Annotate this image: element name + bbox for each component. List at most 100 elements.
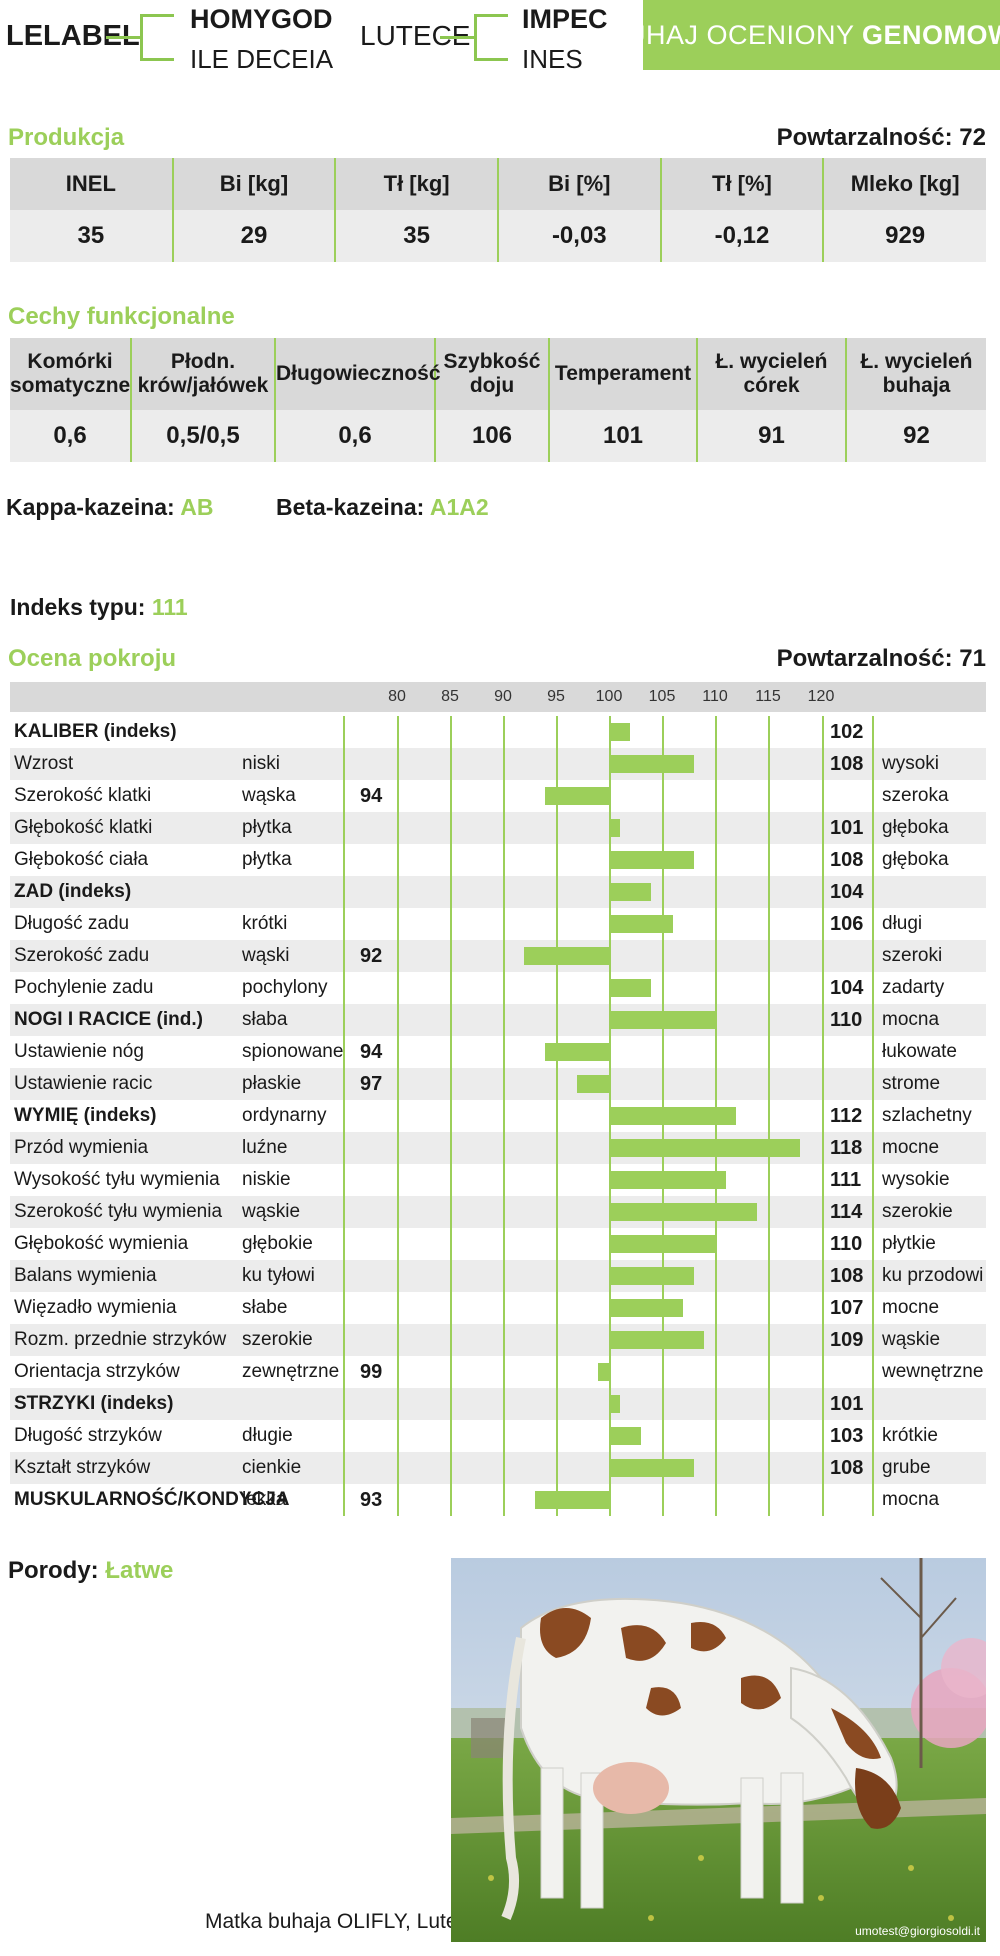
trait-low-label: płaskie xyxy=(242,1073,302,1094)
trait-value: 101 xyxy=(830,817,864,839)
chart-header-strip xyxy=(10,682,986,712)
trait-bar xyxy=(609,1459,694,1477)
trait-name: Głębokość klatki xyxy=(14,817,153,838)
axis-tick-label: 115 xyxy=(755,688,781,705)
production-value: 929 xyxy=(822,210,986,262)
grid-line xyxy=(503,716,505,1516)
trait-low-label: słaba xyxy=(242,1009,288,1030)
trait-low-label: płytka xyxy=(242,817,292,838)
pedigree-connector xyxy=(440,36,474,39)
trait-high-label: wąskie xyxy=(882,1329,941,1350)
trait-bar xyxy=(609,1267,694,1285)
trait-name: Wzrost xyxy=(14,753,74,774)
trait-name: Szerokość tyłu wymienia xyxy=(14,1201,223,1222)
trait-name: Wysokość tyłu wymienia xyxy=(14,1169,220,1190)
trait-value: 107 xyxy=(830,1297,864,1319)
production-value: 29 xyxy=(171,210,336,262)
production-header: Tł [kg] xyxy=(334,158,498,210)
type-index: Indeks typu: 111 xyxy=(10,594,188,621)
axis-tick-label: 90 xyxy=(494,688,512,705)
production-header: Bi [%] xyxy=(496,158,661,210)
trait-value: 110 xyxy=(830,1233,863,1255)
trait-value: 108 xyxy=(830,1457,864,1479)
trait-name: Szerokość zadu xyxy=(14,945,150,966)
grid-line xyxy=(822,716,824,1516)
trait-high-label: wysokie xyxy=(882,1169,950,1190)
trait-low-label: spionowane xyxy=(242,1041,344,1062)
trait-high-label: grube xyxy=(882,1457,931,1478)
functional-title: Cechy funkcjonalne xyxy=(8,303,235,330)
trait-low-label: głębokie xyxy=(242,1233,313,1254)
trait-name: Przód wymienia xyxy=(14,1137,149,1158)
badge-text: BUHAJ OCENIONY xyxy=(607,19,863,50)
functional-header: Ł. wycieleń buhaja xyxy=(845,338,986,410)
trait-row: Głębokość wymienia głębokie 110 płytkie xyxy=(10,1228,986,1260)
functional-value: 91 xyxy=(696,410,846,462)
trait-name: NOGI I RACICE (ind.) xyxy=(14,1009,203,1030)
trait-value: 104 xyxy=(830,881,864,903)
trait-row: Kształt strzyków cienkie 108 grube xyxy=(10,1452,986,1484)
trait-value: 94 xyxy=(360,1041,383,1063)
trait-high-label: szerokie xyxy=(882,1201,953,1222)
pedigree-connector xyxy=(140,58,174,61)
trait-bar xyxy=(545,1043,609,1061)
trait-value: 111 xyxy=(830,1169,862,1191)
trait-high-label: wysoki xyxy=(882,753,940,774)
trait-value: 112 xyxy=(830,1105,863,1127)
trait-high-label: długi xyxy=(882,913,923,934)
trait-bar xyxy=(609,915,673,933)
functional-header: Komórki somatyczne xyxy=(10,338,131,410)
trait-row: Rozm. przednie strzyków szerokie 109 wąskie xyxy=(10,1324,986,1356)
trait-row: Szerokość klatki wąska 94 szeroka xyxy=(10,780,986,812)
beta-casein: Beta-kazeina: A1A2 xyxy=(276,494,489,521)
trait-name: STRZYKI (indeks) xyxy=(14,1393,174,1414)
grid-line xyxy=(450,716,452,1516)
functional-value: 106 xyxy=(434,410,549,462)
trait-row: Szerokość zadu wąski 92 szeroki xyxy=(10,940,986,972)
photo-watermark: umotest@giorgiosoldi.it xyxy=(855,1924,980,1938)
trait-name: Orientacja strzyków xyxy=(14,1361,180,1382)
reliability-label: Powtarzalność: xyxy=(776,124,953,151)
production-value: 35 xyxy=(10,210,173,262)
axis-tick-label: 100 xyxy=(595,688,623,705)
trait-high-label: krótkie xyxy=(882,1425,938,1446)
trait-bar xyxy=(609,819,620,837)
production-header: INEL xyxy=(10,158,173,210)
trait-high-label: mocne xyxy=(882,1137,940,1158)
trait-value: 93 xyxy=(360,1489,383,1511)
trait-high-label: łukowate xyxy=(882,1041,957,1062)
trait-low-label: ordynarny xyxy=(242,1105,327,1126)
trait-value: 92 xyxy=(360,945,383,967)
trait-high-label: mocne xyxy=(882,1297,940,1318)
functional-value: 0,6 xyxy=(274,410,435,462)
trait-name: Więzadło wymienia xyxy=(14,1297,177,1318)
trait-low-label: cienkie xyxy=(242,1457,302,1478)
reliability-label: Powtarzalność: xyxy=(776,645,953,672)
trait-value: 102 xyxy=(830,721,864,743)
trait-bar xyxy=(609,1011,715,1029)
axis-tick-label: 80 xyxy=(388,688,406,705)
trait-bar xyxy=(609,1203,758,1221)
trait-bar xyxy=(609,723,631,741)
trait-bar xyxy=(609,1139,800,1157)
trait-bar xyxy=(609,1107,737,1125)
production-table: INEL Bi [kg] Tł [kg] Bi [%] Tł [%] Mleko… xyxy=(10,158,986,262)
trait-bar xyxy=(609,1171,726,1189)
trait-row: Wzrost niski 108 wysoki xyxy=(10,748,986,780)
trait-name: Szerokość klatki xyxy=(14,785,152,806)
axis-tick-label: 110 xyxy=(702,688,728,705)
trait-value: 97 xyxy=(360,1073,383,1095)
trait-high-label: strome xyxy=(882,1073,941,1094)
trait-low-label: luźne xyxy=(242,1137,288,1158)
trait-low-label: wąska xyxy=(242,785,296,806)
trait-row: Przód wymienia luźne 118 mocne xyxy=(10,1132,986,1164)
kappa-value: AB xyxy=(180,494,214,520)
production-header: Bi [kg] xyxy=(171,158,336,210)
trait-value: 110 xyxy=(830,1009,863,1031)
trait-high-label: mocna xyxy=(882,1009,940,1030)
trait-value: 103 xyxy=(830,1425,864,1447)
trait-row: Orientacja strzyków zewnętrzne 99 wewnętrzn… xyxy=(10,1356,986,1388)
trait-bar xyxy=(609,851,694,869)
kappa-casein: Kappa-kazeina: AB xyxy=(6,494,214,521)
trait-bar xyxy=(609,1299,684,1317)
